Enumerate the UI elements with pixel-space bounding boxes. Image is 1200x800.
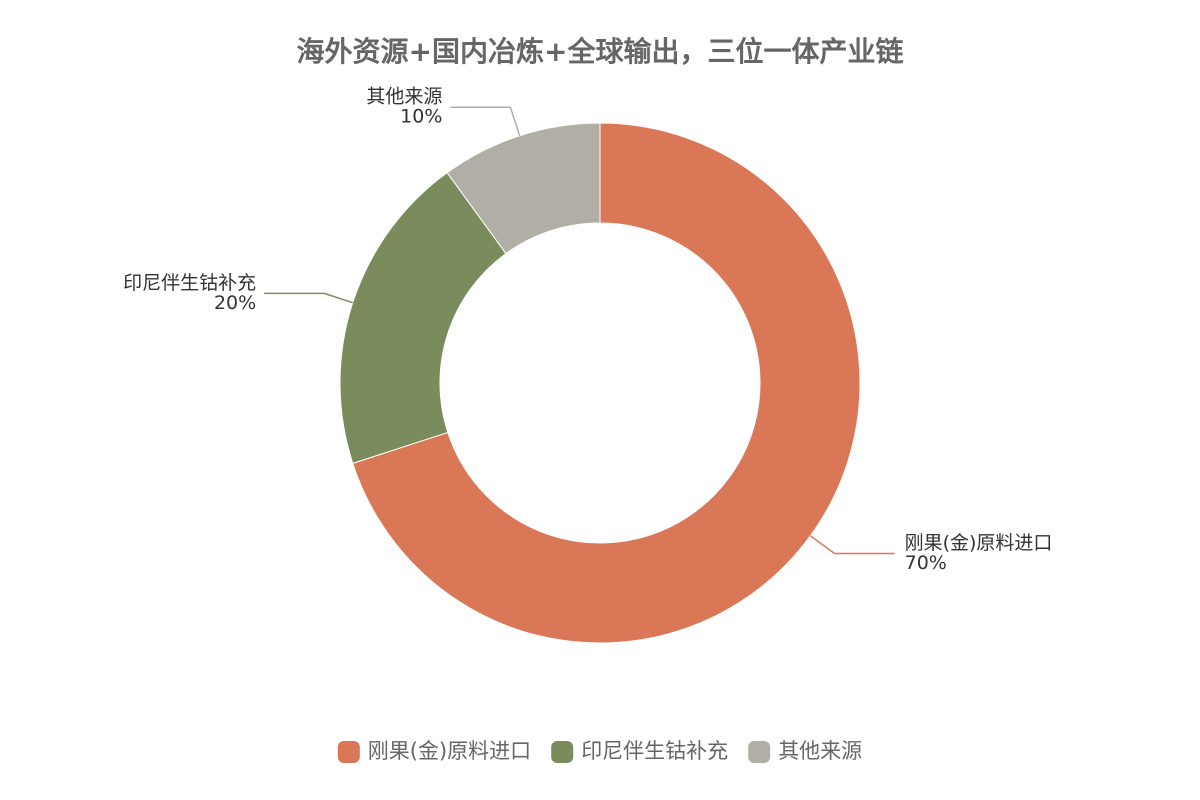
legend-label: 刚果(金)原料进口: [368, 739, 531, 763]
slice-value: 70%: [905, 552, 947, 574]
leader-line: [450, 106, 521, 136]
slice: [352, 122, 861, 644]
legend-label: 其他来源: [778, 739, 862, 763]
slice-value: 10%: [400, 106, 442, 128]
slice-label: 刚果(金)原料进口: [905, 532, 1053, 554]
slice-label: 其他来源: [366, 86, 442, 108]
legend-marker: [337, 741, 360, 763]
legend-label: 印尼伴生钴补充: [581, 739, 728, 763]
slice-value: 20%: [214, 292, 256, 314]
leader-line: [809, 535, 895, 555]
legend-marker: [551, 741, 574, 763]
slice: [446, 122, 601, 255]
chart-title: 海外资源+国内冶炼+全球输出，三位一体产业链: [297, 35, 904, 68]
leader-line: [264, 292, 353, 304]
slice: [339, 171, 507, 464]
slice-label: 印尼伴生钴补充: [123, 272, 256, 294]
legend-marker: [748, 741, 771, 763]
